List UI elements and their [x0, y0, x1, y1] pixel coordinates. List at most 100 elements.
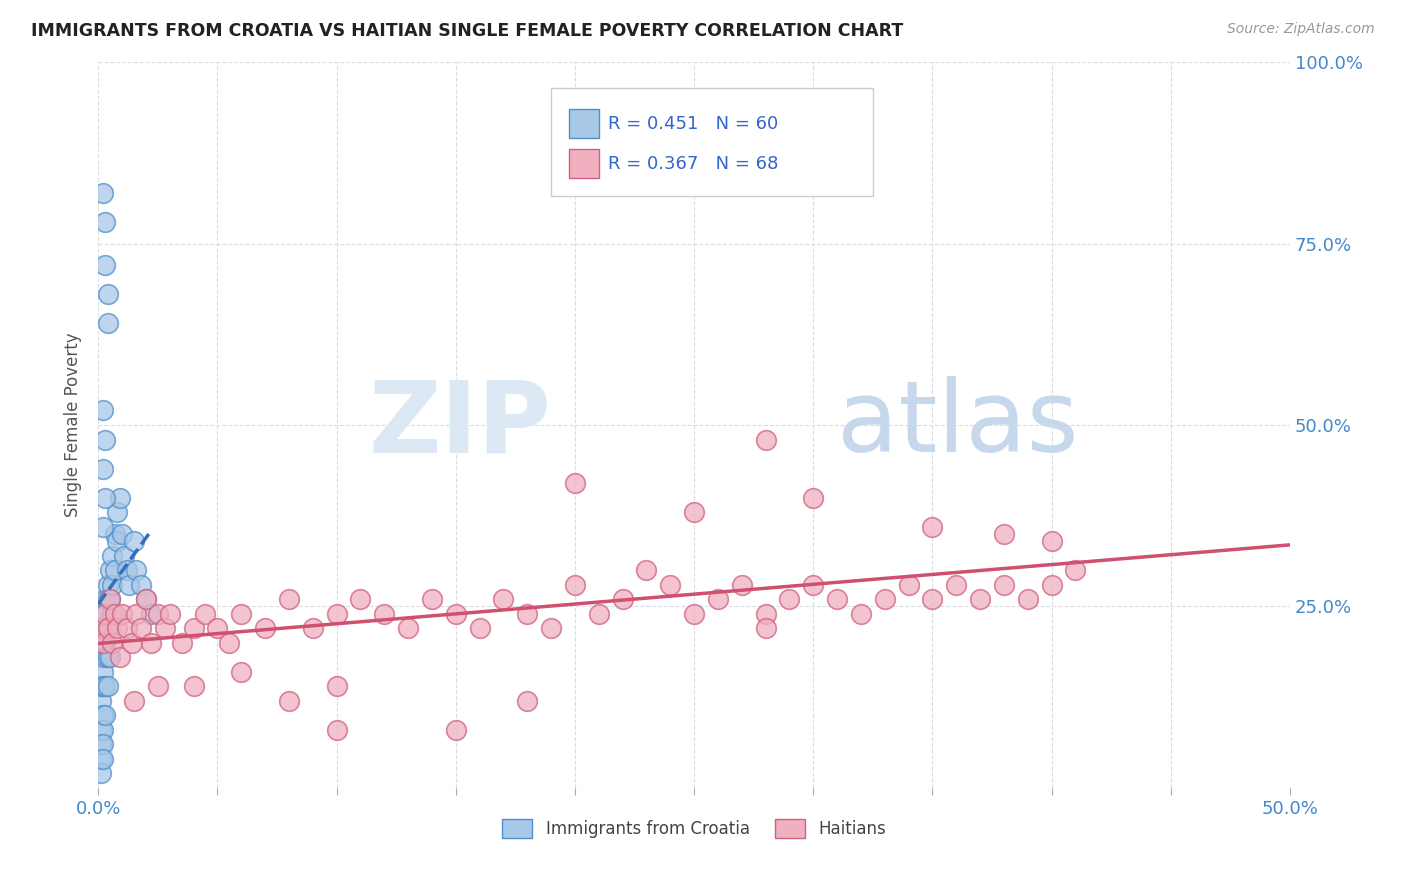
Point: [104, 563, 127, 577]
Point: [492, 592, 515, 607]
Point: [849, 607, 872, 621]
Point: [540, 621, 562, 635]
Y-axis label: Single Female Poverty: Single Female Poverty: [65, 333, 82, 517]
Point: [1064, 563, 1087, 577]
Point: [183, 621, 205, 635]
Point: [801, 577, 824, 591]
Point: [90, 737, 112, 751]
FancyBboxPatch shape: [569, 110, 599, 138]
Point: [108, 491, 131, 505]
Point: [91, 461, 114, 475]
Point: [111, 607, 134, 621]
Point: [921, 592, 943, 607]
Point: [468, 621, 491, 635]
Point: [612, 592, 634, 607]
Point: [125, 607, 148, 621]
Point: [564, 577, 586, 591]
Point: [778, 592, 800, 607]
Point: [94, 433, 117, 447]
Point: [108, 650, 131, 665]
Point: [105, 505, 128, 519]
Point: [94, 708, 117, 723]
Point: [98, 621, 121, 635]
Point: [349, 592, 371, 607]
Point: [94, 650, 117, 665]
Point: [146, 679, 169, 693]
Point: [801, 491, 824, 505]
Point: [277, 694, 299, 708]
Point: [325, 679, 347, 693]
Point: [98, 592, 121, 607]
Point: [873, 592, 896, 607]
Point: [125, 563, 148, 577]
Point: [98, 650, 121, 665]
Point: [945, 577, 967, 591]
Point: [90, 607, 112, 621]
Point: [135, 592, 157, 607]
Point: [94, 679, 117, 693]
Point: [97, 621, 120, 635]
Point: [90, 621, 112, 635]
Point: [139, 607, 162, 621]
Point: [159, 607, 181, 621]
Point: [993, 577, 1015, 591]
Point: [115, 563, 138, 577]
Point: [97, 679, 120, 693]
Point: [115, 621, 138, 635]
Point: [129, 621, 152, 635]
Point: [97, 592, 120, 607]
Point: [1040, 534, 1063, 549]
Point: [921, 519, 943, 533]
Text: IMMIGRANTS FROM CROATIA VS HAITIAN SINGLE FEMALE POVERTY CORRELATION CHART: IMMIGRANTS FROM CROATIA VS HAITIAN SINGL…: [31, 22, 903, 40]
Text: R = 0.451   N = 60: R = 0.451 N = 60: [609, 115, 779, 133]
Point: [146, 607, 169, 621]
Point: [94, 592, 117, 607]
Point: [301, 621, 323, 635]
Point: [325, 607, 347, 621]
Point: [516, 694, 538, 708]
Point: [993, 526, 1015, 541]
Point: [121, 636, 143, 650]
Point: [194, 607, 217, 621]
Point: [105, 621, 128, 635]
FancyBboxPatch shape: [551, 87, 873, 196]
Point: [444, 607, 467, 621]
Point: [129, 577, 152, 591]
Point: [659, 577, 682, 591]
Point: [111, 526, 134, 541]
Point: [122, 694, 145, 708]
Point: [218, 636, 240, 650]
Point: [91, 723, 114, 737]
Point: [97, 621, 120, 635]
Point: [91, 186, 114, 200]
Point: [636, 563, 658, 577]
Point: [683, 607, 706, 621]
Point: [91, 519, 114, 533]
FancyBboxPatch shape: [569, 149, 599, 178]
Point: [91, 708, 114, 723]
Point: [516, 607, 538, 621]
Point: [98, 563, 121, 577]
Point: [707, 592, 730, 607]
Point: [139, 636, 162, 650]
Point: [101, 607, 124, 621]
Point: [104, 607, 127, 621]
Point: [755, 607, 778, 621]
Point: [153, 621, 176, 635]
Point: [1040, 577, 1063, 591]
Point: [91, 621, 114, 635]
Point: [564, 476, 586, 491]
Point: [90, 752, 112, 766]
Point: [91, 679, 114, 693]
Point: [97, 287, 120, 301]
Point: [101, 549, 124, 563]
Point: [94, 607, 117, 621]
Point: [104, 526, 127, 541]
Point: [825, 592, 848, 607]
Text: atlas: atlas: [837, 376, 1078, 474]
Point: [231, 665, 253, 679]
Point: [91, 636, 114, 650]
Point: [94, 491, 117, 505]
Point: [683, 505, 706, 519]
Point: [91, 752, 114, 766]
